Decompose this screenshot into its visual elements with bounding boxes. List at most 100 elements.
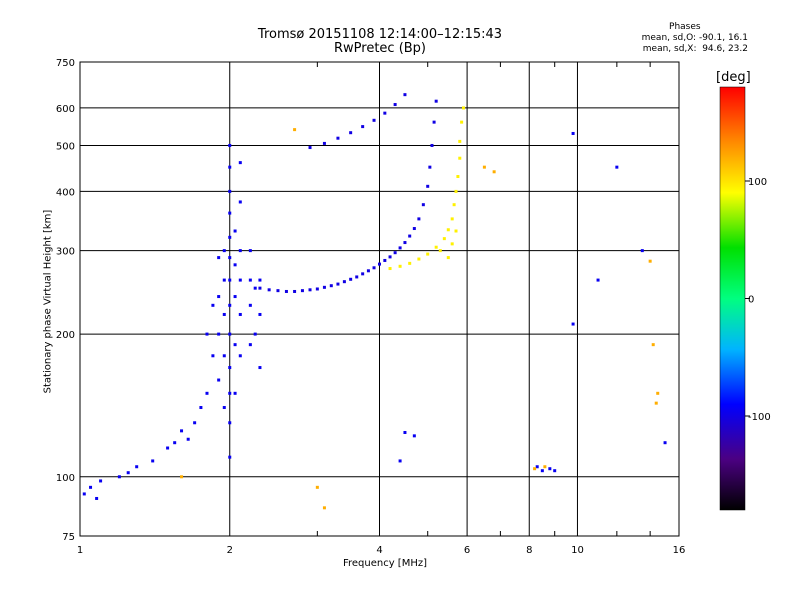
data-point xyxy=(540,469,544,473)
data-point xyxy=(349,277,353,281)
data-point xyxy=(421,203,425,207)
data-point xyxy=(238,249,242,253)
data-point xyxy=(238,354,242,358)
data-point xyxy=(222,406,226,410)
data-point xyxy=(228,366,232,370)
grid-lines xyxy=(80,62,679,536)
data-point xyxy=(222,354,226,358)
data-point xyxy=(95,496,99,500)
data-point xyxy=(173,441,177,445)
data-point xyxy=(383,111,387,115)
data-point xyxy=(640,249,644,253)
phase-stats: Phases mean, sd,O: -90.1, 16.1 mean, sd,X… xyxy=(642,22,748,55)
data-point xyxy=(663,441,667,445)
data-point xyxy=(426,184,430,188)
axis-ticks: 1 2 4 6 8 10 16 75 100 200 300 400 500 600 750 xyxy=(56,58,685,556)
data-point xyxy=(372,266,376,270)
data-point xyxy=(322,285,326,289)
data-point xyxy=(454,189,458,193)
y-tick-label: 500 xyxy=(56,141,75,152)
data-point xyxy=(293,289,297,293)
data-point xyxy=(233,295,237,299)
data-point xyxy=(151,459,155,463)
data-point xyxy=(383,258,387,262)
x-tick-label: 10 xyxy=(571,545,584,556)
data-point xyxy=(492,170,496,174)
x-tick-label: 16 xyxy=(673,545,686,556)
data-point xyxy=(238,278,242,282)
data-point xyxy=(315,287,319,291)
data-point xyxy=(217,295,221,299)
data-point xyxy=(238,200,242,204)
y-tick-label: 600 xyxy=(56,104,75,115)
data-point xyxy=(322,506,326,510)
data-point xyxy=(193,421,197,425)
data-point xyxy=(342,280,346,284)
data-point xyxy=(233,391,237,395)
data-point xyxy=(438,249,442,253)
data-point xyxy=(253,332,257,336)
chart-subtitle: RwPretec (Bp) xyxy=(333,41,427,56)
x-tick-label: 2 xyxy=(227,545,233,556)
data-point xyxy=(412,434,416,438)
data-point xyxy=(199,406,203,410)
data-point xyxy=(548,467,552,471)
data-point xyxy=(186,437,190,441)
data-point xyxy=(372,118,376,122)
data-point xyxy=(228,189,232,193)
data-point xyxy=(434,99,438,103)
chart-title: Tromsø 20151108 12:14:00–12:15:43 xyxy=(257,27,503,42)
data-point xyxy=(258,366,262,370)
data-point xyxy=(284,289,288,293)
colorbar-tick-label: 0 xyxy=(748,295,754,306)
stats-heading: Phases xyxy=(669,22,701,32)
data-point xyxy=(543,465,547,469)
data-point xyxy=(166,446,170,450)
data-point xyxy=(398,246,402,250)
data-point xyxy=(482,165,486,169)
data-point xyxy=(300,289,304,293)
data-point xyxy=(228,303,232,307)
data-point xyxy=(117,475,121,479)
data-point xyxy=(461,106,465,110)
data-point xyxy=(403,430,407,434)
data-point xyxy=(450,217,454,221)
data-point xyxy=(233,229,237,233)
data-point xyxy=(258,286,262,290)
data-point xyxy=(403,241,407,245)
data-point xyxy=(434,245,438,249)
data-point xyxy=(571,322,575,326)
data-point xyxy=(446,228,450,232)
data-point xyxy=(238,312,242,316)
data-point xyxy=(267,288,271,292)
data-point xyxy=(228,391,232,395)
data-point xyxy=(596,278,600,282)
data-point xyxy=(276,289,280,293)
x-axis-label: Frequency [MHz] xyxy=(342,558,428,569)
data-point xyxy=(456,175,460,179)
y-tick-label: 100 xyxy=(56,473,75,484)
colorbar-label: [deg] xyxy=(716,70,751,85)
y-tick-label: 750 xyxy=(56,58,75,69)
data-point xyxy=(403,93,407,97)
data-point xyxy=(248,249,252,253)
data-point xyxy=(228,143,232,147)
stats-line-x: mean, sd,X: 94.6, 23.2 xyxy=(642,44,748,54)
data-point xyxy=(430,143,434,147)
data-point xyxy=(180,475,184,479)
data-point xyxy=(393,251,397,255)
y-tick-label: 75 xyxy=(62,532,75,543)
colorbar-tick-label: 100 xyxy=(748,177,767,188)
colorbar-ticks: 100 0 -100 xyxy=(745,177,771,423)
data-point xyxy=(233,263,237,267)
data-point xyxy=(228,211,232,215)
data-point xyxy=(571,131,575,135)
data-point xyxy=(378,262,381,266)
data-point xyxy=(258,278,262,282)
data-point xyxy=(222,278,226,282)
x-tick-label: 1 xyxy=(77,545,83,556)
data-point xyxy=(211,303,215,307)
data-point xyxy=(615,165,619,169)
data-point xyxy=(135,465,139,469)
data-point xyxy=(89,485,93,489)
